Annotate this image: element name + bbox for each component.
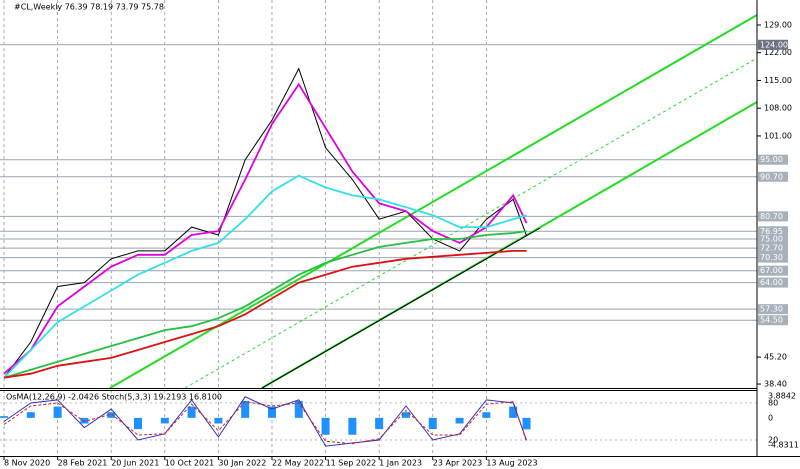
level-label-bg	[758, 277, 788, 288]
osma-bar	[482, 412, 491, 418]
level-label-bg	[758, 39, 788, 50]
y-tick-label: 108.00	[764, 104, 792, 113]
level-label: 64.00	[760, 278, 783, 287]
trend-line	[261, 227, 541, 389]
price-line	[3, 67, 528, 379]
osma-bar	[522, 417, 531, 430]
osma-bar	[455, 417, 464, 424]
osma-bar	[294, 400, 303, 418]
osma-bar	[375, 417, 384, 430]
level-label: 95.00	[760, 155, 783, 164]
osma-bar	[214, 417, 223, 424]
level-label-bg	[758, 211, 788, 222]
level-label-bg	[758, 252, 788, 263]
osma-bar	[160, 417, 169, 424]
y-tick-label: 3.8842	[768, 391, 796, 400]
y-tick-label: 101.00	[764, 131, 792, 140]
osma-bar	[134, 417, 143, 430]
level-label: 76.95	[760, 227, 783, 236]
y2-tick-label: 80	[768, 398, 778, 407]
y-tick-label: 45.20	[764, 353, 787, 362]
osma-bar	[107, 412, 116, 418]
osma-bar	[321, 417, 330, 435]
x-tick-label: 30 Jan 2022	[218, 459, 266, 468]
osma-bar	[348, 417, 357, 435]
level-label: 80.70	[760, 212, 783, 221]
level-label: 124.00	[760, 40, 788, 49]
y-tick-label: -4.8311	[768, 441, 799, 450]
level-label: 54.50	[760, 316, 783, 325]
osma-bar	[187, 406, 196, 418]
level-label-bg	[758, 154, 788, 165]
x-tick-label: 8 Nov 2020	[4, 459, 50, 468]
moving-average	[3, 174, 527, 379]
level-label-bg	[758, 171, 788, 182]
level-label: 57.30	[760, 305, 783, 314]
y2-tick-label: 20	[768, 435, 778, 444]
level-label-bg	[758, 304, 788, 315]
chart-title: #CL,Weekly 76.39 78.19 73.79 75.78	[14, 3, 164, 12]
level-label-bg	[758, 233, 788, 244]
y-tick-label: 0	[768, 413, 773, 422]
x-tick-label: 13 Aug 2023	[486, 459, 537, 468]
osma-bar	[53, 406, 62, 418]
level-label-bg	[758, 226, 788, 237]
plot	[0, 67, 531, 447]
grid	[0, 0, 757, 456]
level-label: 90.70	[760, 172, 783, 181]
y-tick-label: 122.00	[764, 48, 792, 57]
y-tick-label: 129.00	[764, 20, 792, 29]
x-tick-label: 1 Jan 2023	[379, 459, 422, 468]
moving-average	[3, 230, 527, 379]
level-label: 70.30	[760, 253, 783, 262]
osma-bar	[26, 412, 35, 418]
osma-bar	[267, 406, 276, 418]
x-tick-label: 22 May 2022	[272, 459, 324, 468]
x-tick-label: 23 Apr 2023	[433, 459, 482, 468]
osma-bar	[509, 406, 518, 418]
x-tick-label: 20 Jun 2021	[111, 459, 159, 468]
stochastic-line	[3, 401, 528, 445]
osma-bar	[401, 412, 410, 418]
level-label: 75.00	[760, 234, 783, 243]
osma-bar	[0, 416, 9, 418]
level-label-bg	[758, 243, 788, 254]
oscillator-title: OsMA(12,26,9) -2.0426 Stoch(5,3,3) 19.21…	[6, 393, 222, 402]
stochastic-line	[3, 396, 528, 447]
moving-average	[3, 250, 527, 379]
x-tick-label: 10 Oct 2021	[165, 459, 214, 468]
level-label: 72.70	[760, 244, 783, 253]
x-tick-label: 28 Feb 2021	[58, 459, 108, 468]
x-tick-label: 11 Sep 2022	[326, 459, 377, 468]
level-label: 67.00	[760, 266, 783, 275]
channel-middle	[184, 57, 758, 389]
y-tick-label: 115.00	[764, 76, 792, 85]
y-tick-label: 38.40	[764, 380, 787, 389]
level-label-bg	[758, 265, 788, 276]
osma-bar	[428, 417, 437, 430]
osma-bar	[80, 417, 89, 424]
level-label-bg	[758, 315, 788, 326]
osma-bar	[241, 400, 250, 418]
